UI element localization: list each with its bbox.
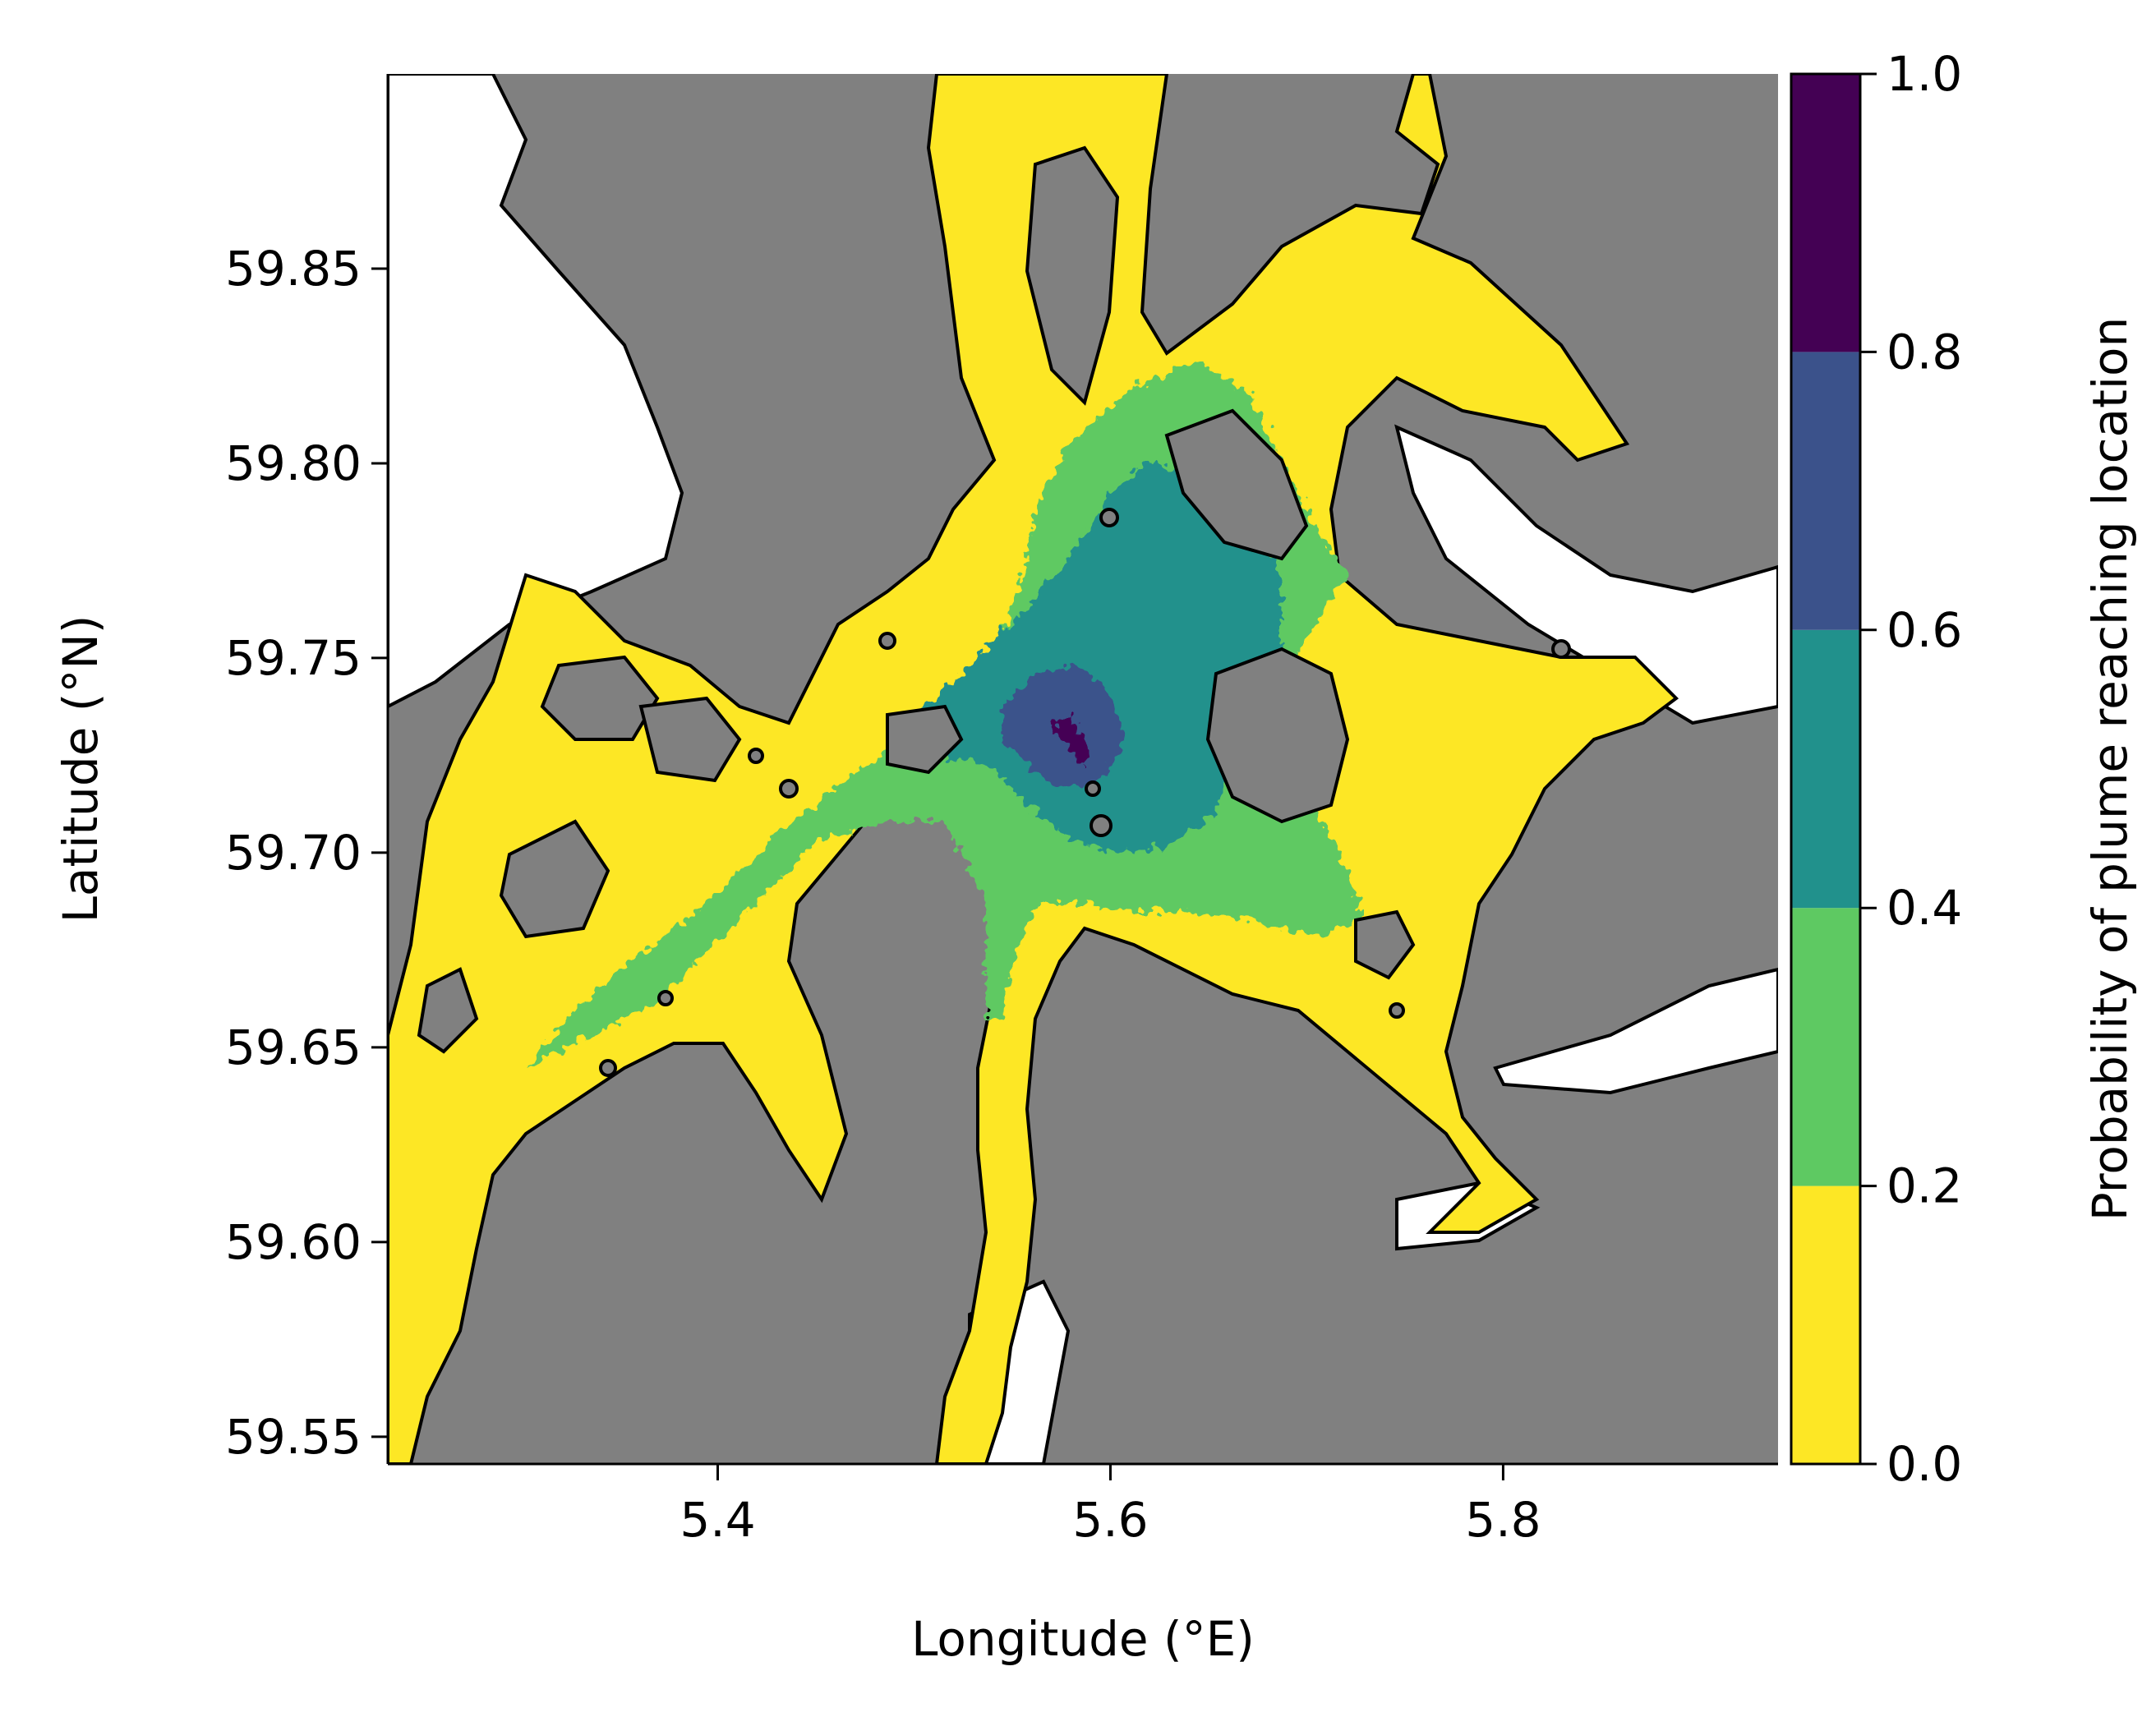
y-axis-title: Latitude (°N) [53,615,108,923]
y-tick-label: 59.85 [225,241,362,297]
y-axis-ticks: 59.55 59.60 59.65 59.70 59.75 59.80 59.85 [225,241,388,1465]
colorbar-segment [1791,1185,1860,1464]
colorbar-tick-label: 0.2 [1886,1158,1962,1214]
x-tick-label: 5.6 [1072,1492,1148,1548]
colorbar-tick-label: 0.0 [1886,1436,1962,1492]
plume-level-4 [1052,715,1093,768]
colorbar-tick-label: 1.0 [1886,46,1962,102]
y-tick-label: 59.65 [225,1020,362,1075]
x-tick-label: 5.4 [680,1492,755,1548]
colorbar-title: Probability of plume reaching location [2082,317,2138,1221]
y-tick-label: 59.60 [225,1214,362,1270]
y-tick-label: 59.75 [225,630,362,686]
colorbar-tick-label: 0.4 [1886,880,1962,936]
colorbar-segment [1791,908,1860,1186]
x-axis-ticks: 5.4 5.6 5.8 [680,1464,1541,1548]
colorbar: 0.0 0.2 0.4 0.6 0.8 1.0 [1790,46,1962,1492]
map-panel [388,74,1778,1464]
colorbar-tick-label: 0.8 [1886,324,1962,380]
colorbar-segment [1791,629,1860,909]
y-tick-label: 59.80 [225,435,362,491]
x-tick-label: 5.8 [1465,1492,1541,1548]
colorbar-tick-label: 0.6 [1886,602,1962,658]
colorbar-segment [1791,352,1860,630]
islands [417,145,1416,1054]
plume-level-2 [904,460,1282,854]
y-tick-label: 59.55 [225,1409,362,1465]
x-axis-title: Longitude (°E) [911,1611,1255,1667]
y-tick-label: 59.70 [225,825,362,881]
axes-spines [386,74,1778,1466]
colorbar-segment [1791,74,1860,352]
islets [599,508,1571,1077]
colorbar-frame [1790,72,1862,1466]
